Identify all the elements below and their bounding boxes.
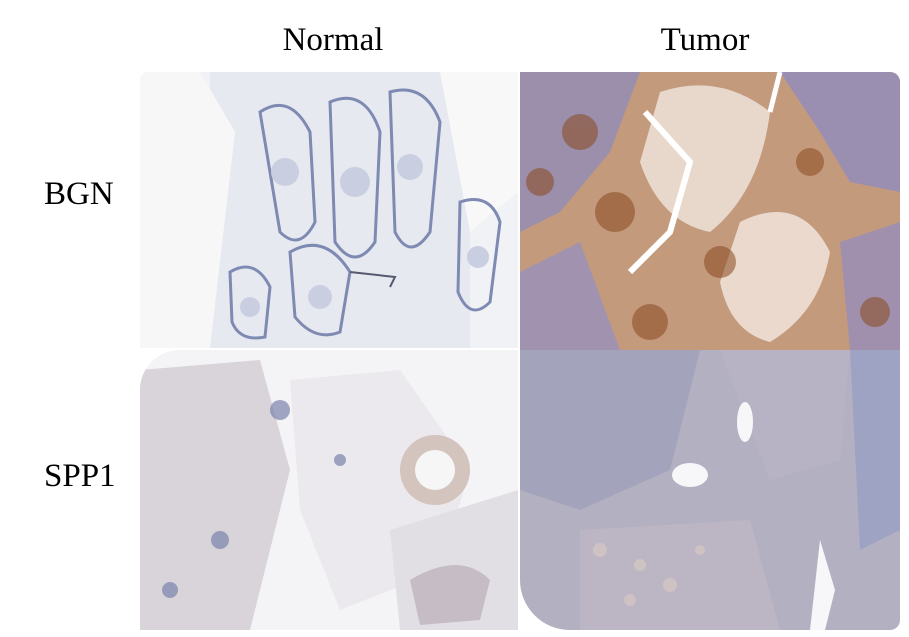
row-label-spp1: SPP1 xyxy=(44,458,116,494)
image-spp1-tumor xyxy=(520,350,900,630)
image-spp1-normal xyxy=(140,350,518,630)
image-bgn-normal xyxy=(140,72,518,348)
image-bgn-tumor xyxy=(520,72,900,350)
column-header-normal: Normal xyxy=(282,22,384,58)
row-label-bgn: BGN xyxy=(44,176,114,212)
column-header-tumor: Tumor xyxy=(660,22,750,58)
